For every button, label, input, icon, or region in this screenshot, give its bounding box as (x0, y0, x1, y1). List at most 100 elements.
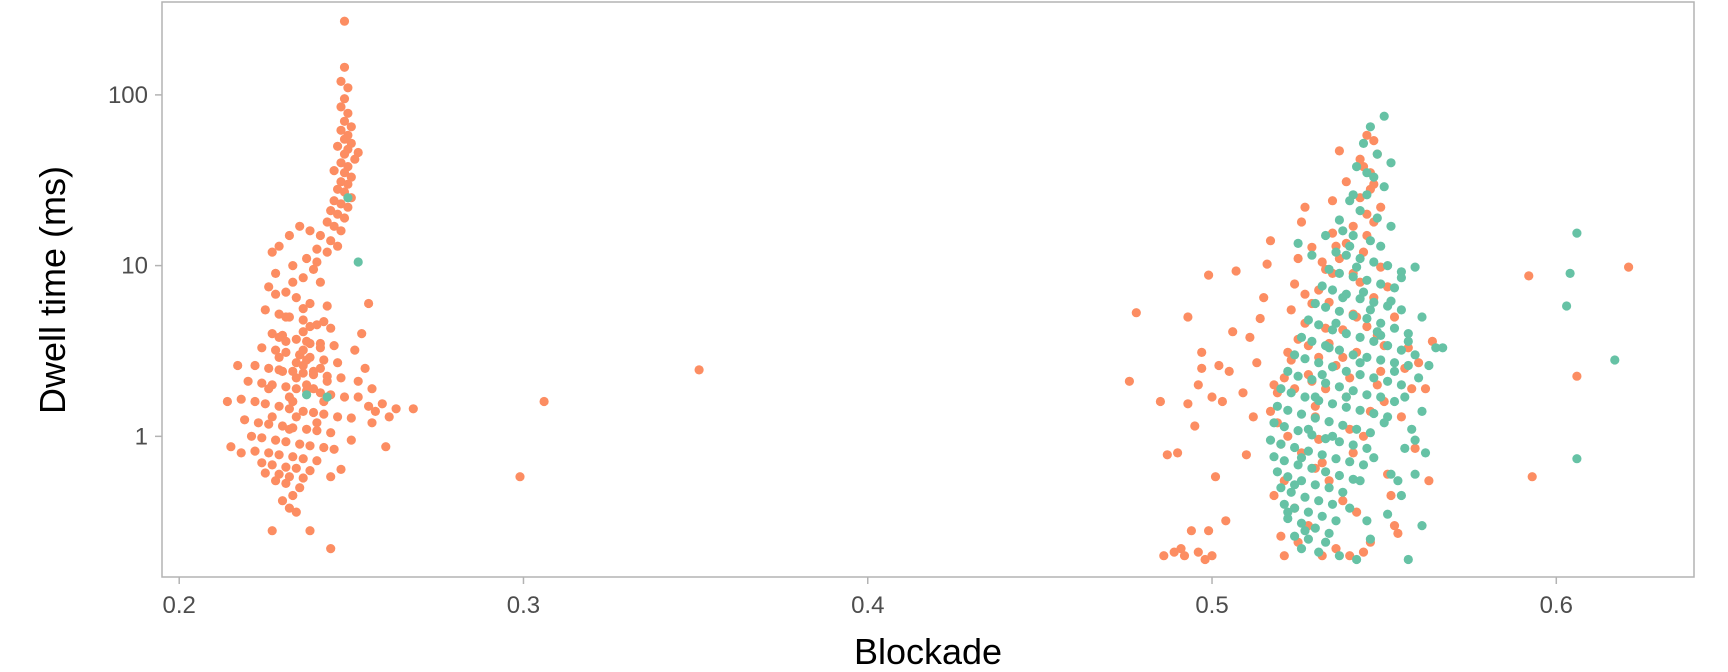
data-point (1173, 448, 1183, 458)
data-point (1386, 158, 1396, 168)
data-point (1369, 336, 1379, 346)
data-point (257, 343, 267, 353)
data-point (1376, 318, 1386, 328)
data-point (1238, 388, 1248, 398)
data-point (1303, 424, 1313, 434)
data-point (1296, 544, 1307, 554)
data-point (284, 503, 294, 513)
data-point (260, 399, 270, 409)
data-point (291, 412, 301, 422)
data-point (1389, 521, 1400, 531)
data-point (274, 332, 284, 342)
data-point (1379, 182, 1389, 192)
data-point (364, 401, 374, 411)
data-point (260, 468, 270, 478)
data-point (1352, 554, 1362, 565)
data-point (315, 277, 325, 287)
data-point (1334, 146, 1344, 156)
data-point (308, 366, 319, 376)
data-point (240, 415, 250, 425)
data-point (236, 394, 246, 404)
data-point (1290, 350, 1300, 360)
data-point (288, 490, 298, 501)
data-point (1369, 373, 1379, 383)
data-point (1176, 544, 1186, 554)
data-point (1407, 384, 1417, 394)
x-axis-title: Blockade (854, 631, 1002, 672)
data-point (291, 463, 301, 473)
data-point (267, 247, 277, 257)
data-point (1362, 209, 1372, 219)
data-point (264, 363, 274, 373)
data-point (305, 441, 315, 451)
data-point (360, 363, 370, 373)
data-point (346, 172, 356, 182)
data-point (288, 277, 298, 287)
data-point (1383, 341, 1393, 351)
data-point (305, 526, 315, 536)
data-point (1248, 412, 1258, 422)
data-point (1396, 412, 1406, 422)
data-point (291, 384, 301, 394)
data-point (1231, 266, 1241, 276)
data-point (1572, 228, 1582, 238)
data-point (1259, 293, 1269, 303)
data-point (329, 166, 339, 176)
data-point (277, 421, 288, 431)
data-point (1317, 370, 1327, 380)
data-point (1355, 358, 1365, 368)
data-point (1438, 343, 1448, 353)
data-point (281, 382, 291, 392)
data-point (377, 399, 387, 409)
data-point (1207, 551, 1217, 561)
data-point (1310, 392, 1320, 402)
data-point (1389, 312, 1400, 322)
data-point (339, 168, 350, 178)
data-point (1334, 551, 1344, 561)
data-point (302, 355, 312, 365)
data-point (1403, 329, 1413, 339)
data-point (250, 446, 260, 456)
data-point (1386, 469, 1396, 479)
data-point (343, 108, 353, 118)
data-point (1379, 418, 1389, 428)
data-point (1358, 460, 1369, 470)
data-point (1307, 242, 1317, 252)
data-point (336, 102, 346, 112)
data-point (1386, 221, 1396, 231)
data-point (274, 352, 284, 362)
y-tick-label: 10 (121, 253, 148, 280)
data-point (1283, 366, 1293, 376)
data-point (1327, 228, 1338, 238)
data-point (1396, 380, 1406, 390)
data-point (253, 418, 263, 428)
data-point (1379, 111, 1389, 121)
data-point (1424, 360, 1434, 371)
data-point (1204, 270, 1214, 280)
data-point (1314, 496, 1324, 506)
data-point (1348, 190, 1358, 200)
data-point (336, 464, 346, 474)
data-point (1327, 285, 1338, 295)
data-point (1286, 388, 1296, 398)
data-point (1414, 373, 1424, 383)
data-point (1310, 413, 1320, 423)
data-point (1286, 487, 1296, 497)
data-point (1279, 499, 1289, 509)
data-point (277, 496, 288, 506)
data-point (1183, 312, 1193, 322)
data-point (1300, 492, 1310, 502)
data-point (1197, 363, 1207, 373)
data-point (1348, 272, 1358, 282)
data-point (1414, 358, 1424, 368)
data-point (1228, 327, 1238, 337)
data-point (322, 217, 332, 227)
data-point (1307, 375, 1317, 385)
data-point (298, 327, 308, 337)
data-point (1362, 516, 1372, 526)
data-point (1324, 483, 1334, 493)
data-point (381, 442, 391, 452)
data-point (1369, 297, 1379, 307)
data-point (1403, 554, 1413, 565)
data-point (288, 452, 298, 462)
